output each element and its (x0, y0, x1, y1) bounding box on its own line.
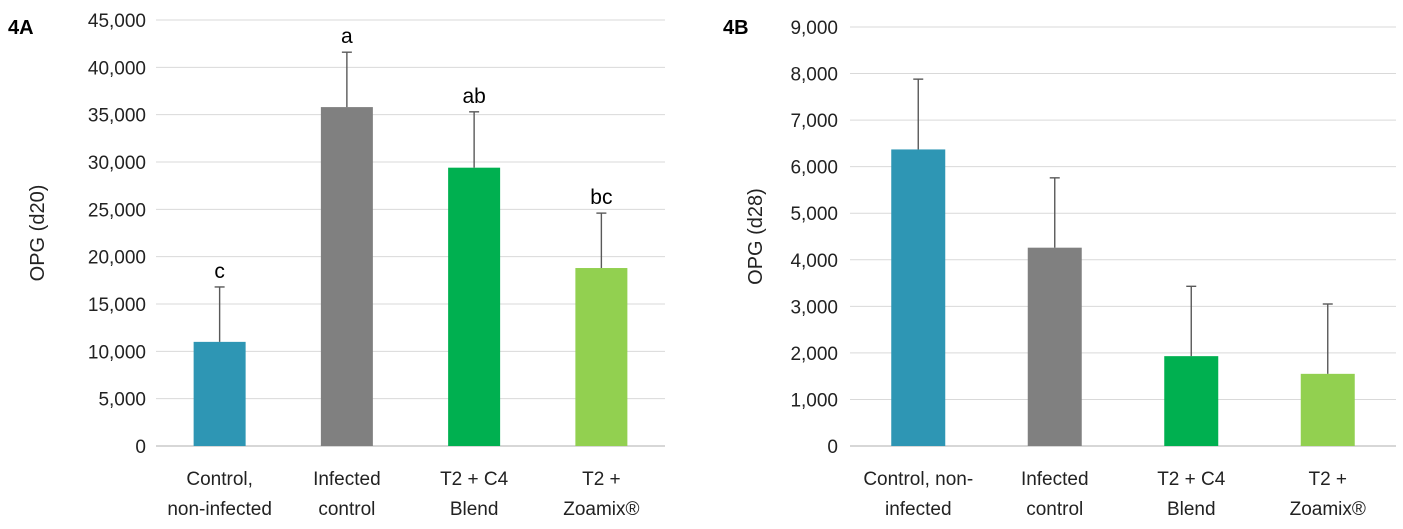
x-category-label: Zoamix® (563, 499, 639, 520)
bar (193, 341, 246, 446)
panel-label: 4A (8, 17, 34, 39)
bar (448, 167, 501, 446)
y-tick-label: 1,000 (790, 390, 838, 411)
y-axis-label: OPG (d20) (27, 185, 49, 282)
x-category-label: Infected (1021, 469, 1089, 490)
y-tick-label: 8,000 (790, 65, 838, 86)
y-tick-label: 40,000 (88, 58, 146, 79)
bar (1300, 373, 1355, 446)
x-category-label: T2 + (582, 469, 621, 490)
significance-label: ab (462, 85, 485, 108)
x-category-label: non-infected (167, 499, 272, 520)
x-category-label: T2 + C4 (440, 469, 509, 490)
y-tick-label: 15,000 (88, 295, 146, 316)
x-category-label: Infected (313, 469, 381, 490)
y-tick-label: 3,000 (790, 297, 838, 318)
y-tick-label: 6,000 (790, 158, 838, 179)
x-category-label: Blend (450, 499, 499, 520)
y-tick-label: 4,000 (790, 251, 838, 272)
bar (891, 149, 946, 447)
significance-label: bc (590, 186, 612, 209)
chart-4b: 4B 0 1,000 2,000 3,000 4,000 5,000 6,000 7,000 8,… (723, 17, 1396, 520)
y-axis-label: OPG (d28) (745, 188, 767, 285)
y-tick-label: 25,000 (88, 200, 146, 221)
y-tick-label: 30,000 (88, 153, 146, 174)
panel-label: 4B (723, 17, 749, 39)
y-tick-label: 0 (135, 437, 146, 458)
y-tick-label: 2,000 (790, 344, 838, 365)
chart-4a: 4A 0 5,000 10,000 15,000 20,000 25,000 30,000 35… (8, 11, 665, 520)
x-category-label: control (318, 499, 375, 520)
y-tick-label: 45,000 (88, 11, 146, 32)
y-tick-label: 20,000 (88, 248, 146, 269)
x-category-label: Control, non- (863, 469, 973, 490)
bar (575, 268, 628, 446)
significance-label: c (214, 260, 225, 283)
y-tick-label: 7,000 (790, 111, 838, 132)
x-category-label: Control, (186, 469, 253, 490)
significance-label: a (341, 25, 353, 48)
x-category-label: infected (885, 499, 952, 520)
y-tick-label: 35,000 (88, 106, 146, 127)
bar (320, 107, 373, 447)
y-tick-label: 5,000 (98, 390, 146, 411)
x-category-label: T2 + (1308, 469, 1347, 490)
x-category-label: Blend (1167, 499, 1216, 520)
y-tick-label: 10,000 (88, 342, 146, 363)
x-category-label: Zoamix® (1290, 499, 1366, 520)
y-tick-label: 0 (827, 437, 838, 458)
bar (1027, 247, 1082, 446)
y-tick-label: 9,000 (790, 18, 838, 39)
bar (1164, 356, 1219, 446)
x-category-label: control (1026, 499, 1083, 520)
x-category-label: T2 + C4 (1157, 469, 1226, 490)
y-tick-label: 5,000 (790, 204, 838, 225)
